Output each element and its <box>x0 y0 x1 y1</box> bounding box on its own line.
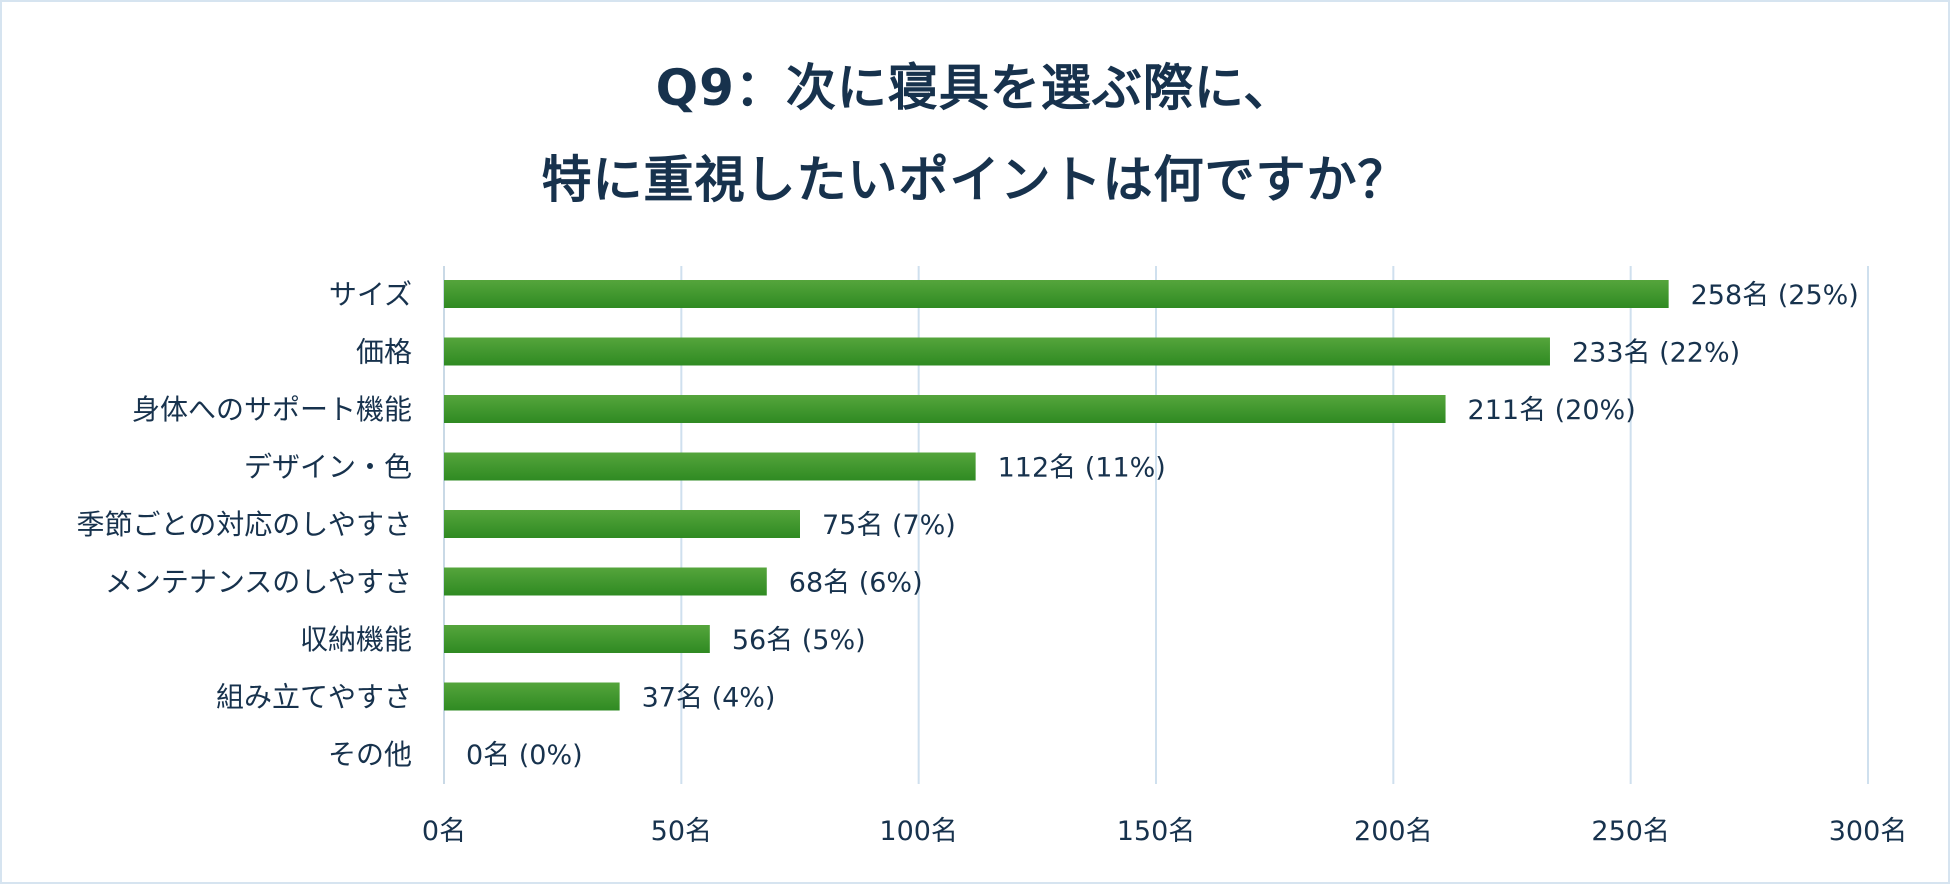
category-label: 収納機能 <box>300 623 412 656</box>
x-tick-label: 50名 <box>651 816 712 847</box>
category-label: サイズ <box>329 278 412 311</box>
x-tick-label: 300名 <box>1829 816 1908 847</box>
category-label: メンテナンスのしやすさ <box>105 566 412 599</box>
bar <box>444 682 620 711</box>
category-label: その他 <box>328 738 412 771</box>
x-tick-label: 150名 <box>1117 816 1196 847</box>
category-label: 組み立てやすさ <box>216 681 412 714</box>
category-label: 季節ごとの対応のしやすさ <box>77 508 412 541</box>
chart-title-line-1: Q9：次に寝具を選ぶ際に、 <box>655 59 1295 117</box>
bar <box>444 395 1446 423</box>
chart-title-line-2: 特に重視したいポイントは何ですか？ <box>541 151 1409 209</box>
bar <box>444 567 767 596</box>
data-label: 233名 (22%) <box>1572 338 1740 369</box>
x-tick-label: 0名 <box>422 816 466 847</box>
data-label: 68名 (6%) <box>789 568 923 599</box>
category-label: 価格 <box>356 336 412 369</box>
bar <box>444 280 1669 308</box>
data-label: 75名 (7%) <box>822 510 956 541</box>
data-label: 211名 (20%) <box>1468 395 1636 426</box>
bar <box>444 510 800 538</box>
category-label: 身体へのサポート機能 <box>132 393 412 426</box>
bar <box>444 452 976 481</box>
data-label: 258名 (25%) <box>1691 280 1859 311</box>
x-tick-label: 100名 <box>879 816 958 847</box>
data-label: 56名 (5%) <box>732 625 866 656</box>
data-label: 112名 (11%) <box>998 453 1166 484</box>
data-label: 37名 (4%) <box>642 683 776 714</box>
data-label: 0名 (0%) <box>466 740 583 771</box>
bar <box>444 337 1550 366</box>
category-label: デザイン・色 <box>244 451 412 484</box>
x-tick-label: 250名 <box>1591 816 1670 847</box>
bar <box>444 625 710 653</box>
x-tick-label: 200名 <box>1354 816 1433 847</box>
